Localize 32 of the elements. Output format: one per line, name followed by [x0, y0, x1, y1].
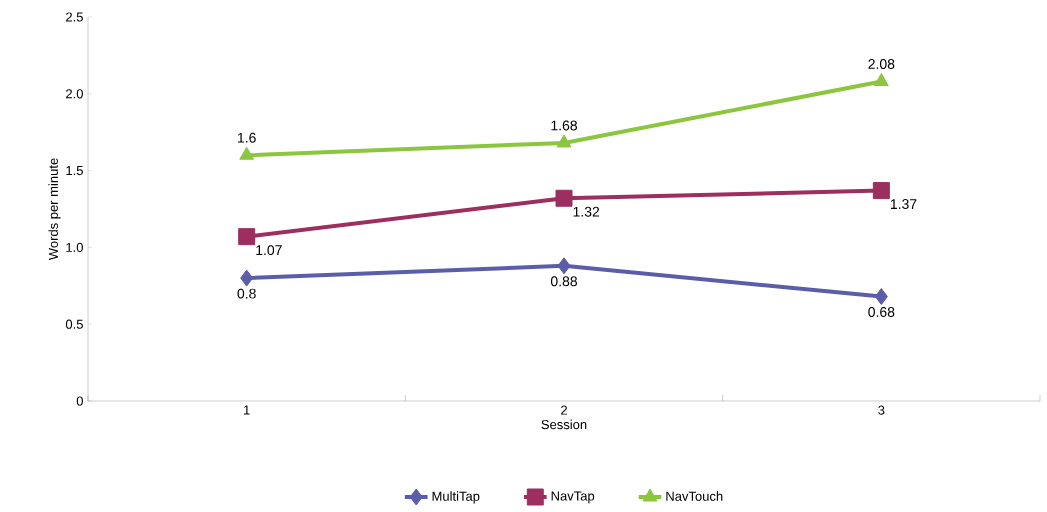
- data-label: 0.68: [868, 307, 895, 317]
- point: [557, 257, 571, 275]
- y-tick-label: 0.5: [65, 319, 83, 329]
- point: [555, 189, 573, 207]
- point: [556, 134, 572, 148]
- legend-label: NavTap: [551, 491, 595, 504]
- data-label: 0.8: [237, 288, 256, 299]
- data-label: 1.32: [573, 206, 600, 217]
- y-axis-title: Words per minute: [48, 158, 61, 261]
- y-tick-label: 1.5: [66, 166, 83, 176]
- data-label: 1.68: [551, 120, 578, 131]
- x-tick-label: 2: [561, 405, 567, 415]
- data-label: 2.08: [868, 59, 895, 69]
- point: [240, 269, 254, 287]
- y-tick-label: 0: [76, 396, 83, 406]
- point: [874, 288, 888, 306]
- y-tick-label: 2.5: [66, 12, 83, 22]
- legend-label: MultiTap: [432, 491, 480, 504]
- point: [873, 73, 889, 87]
- legend-label: NavTouch: [666, 491, 723, 501]
- data-label: 1.6: [238, 132, 256, 143]
- y-tick-label: 2.0: [66, 89, 83, 99]
- point: [238, 228, 256, 246]
- y-tick-label: 1.0: [66, 242, 83, 252]
- x-axis-title: Session: [541, 419, 587, 430]
- data-label: 1.07: [256, 245, 282, 256]
- data-label: 1.37: [890, 199, 917, 210]
- x-tick-label: 3: [878, 405, 885, 415]
- point: [872, 182, 890, 200]
- data-label: 0.88: [550, 276, 578, 287]
- point: [239, 146, 255, 160]
- x-tick-label: 1: [244, 405, 250, 415]
